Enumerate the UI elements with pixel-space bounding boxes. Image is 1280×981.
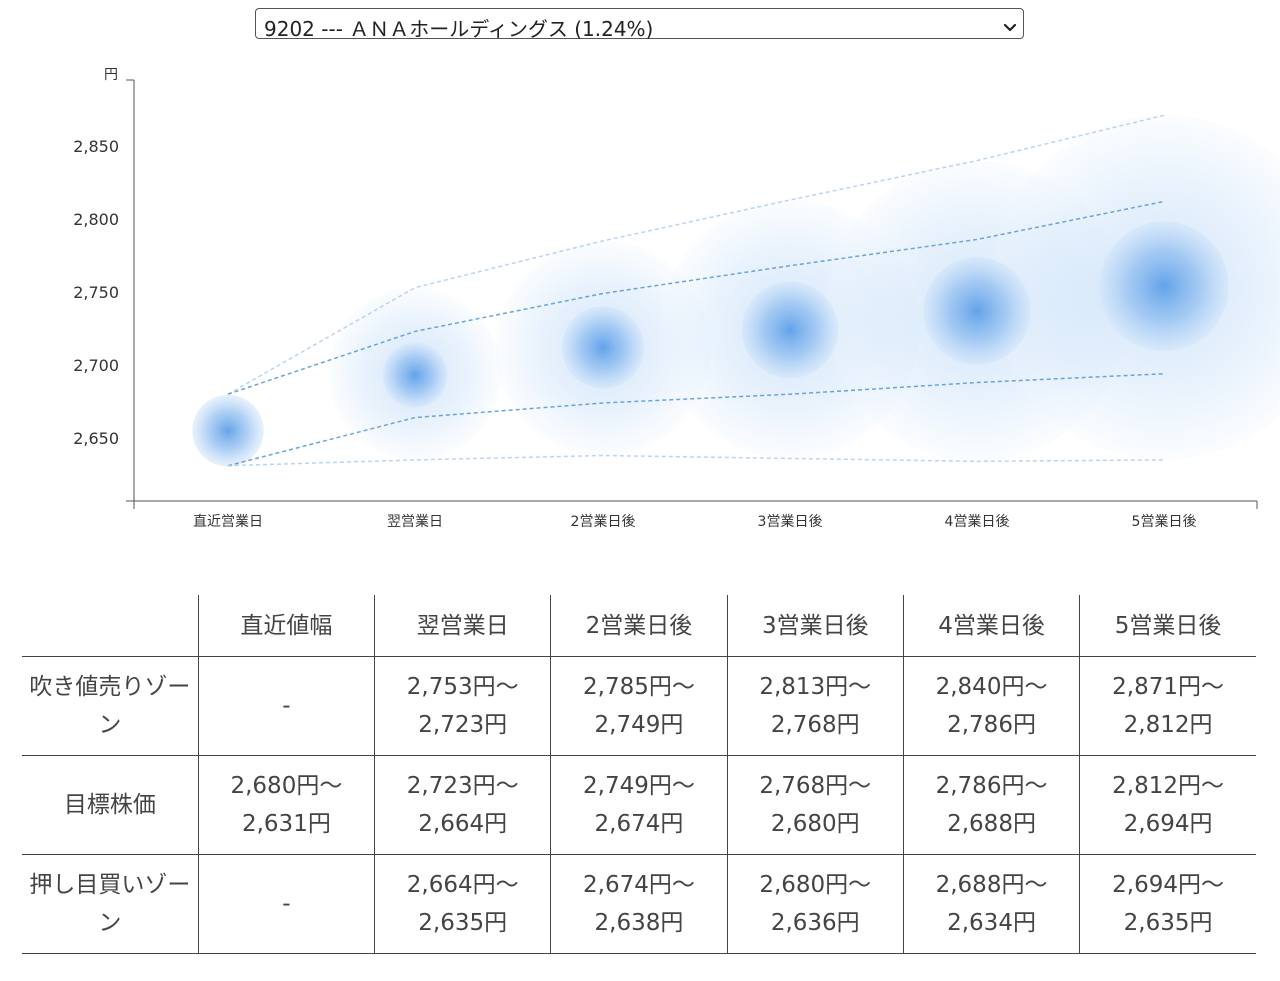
lower-target-line [227,373,1165,467]
table-cell: 2,723円〜 2,664円 [374,755,552,855]
cell-value: 2,768円〜 [759,773,872,799]
cell-value: 2,680円 [770,811,860,837]
table-cell: 2,871円〜 2,812円 [1079,656,1256,756]
table-cell: 2,688円〜 2,634円 [902,854,1081,954]
table-header: 直近値幅 [197,595,376,657]
forecast-table: 直近値幅 翌営業日 2営業日後 3営業日後 4営業日後 5営業日後 吹き値売りゾーン - 2,… [22,595,1256,954]
table-cell: - [197,854,376,954]
cell-value: 2,786円 [947,712,1036,738]
target-bubble [192,394,264,467]
table-cell: 2,813円〜 2,768円 [726,656,904,756]
table-cell: 2,786円〜 2,688円 [902,755,1081,855]
cell-value: 2,840円〜 [935,674,1048,700]
table-cell: 2,768円〜 2,680円 [726,755,904,855]
table-cell: - [197,656,376,756]
table-cell: 2,749円〜 2,674円 [550,755,728,855]
x-tick-label: 3営業日後 [758,514,823,530]
table-corner [22,595,199,657]
cell-value: 2,688円〜 [935,872,1048,898]
cell-value: 2,768円 [770,712,860,738]
cell-value: 2,634円 [947,910,1036,936]
y-tick-label: 2,700 [73,356,119,375]
cell-value: 2,635円 [1123,910,1213,936]
cell-value: 2,871円〜 [1112,674,1225,700]
table-header: 4営業日後 [902,595,1081,657]
table-header: 翌営業日 [374,595,552,657]
upper-target-line [227,200,1165,395]
x-tick-label: 翌営業日 [387,514,443,530]
cell-value: 2,664円 [418,811,508,837]
cell-value: - [282,891,291,917]
table-row: 押し目買いゾーン - 2,664円〜 2,635円 2,674円〜 2,638円 2,680… [22,854,1256,954]
cell-value: 2,786円〜 [935,773,1048,799]
table-cell: 2,753円〜 2,723円 [374,656,552,756]
table-row: 吹き値売りゾーン - 2,753円〜 2,723円 2,785円〜 2,749円 2,813… [22,656,1256,756]
table-row: 目標株価 2,680円〜 2,631円 2,723円〜 2,664円 2,749円〜 2,6… [22,755,1256,855]
cell-value: 2,638円 [594,910,684,936]
table-cell: 2,674円〜 2,638円 [550,854,728,954]
target-bubble [561,306,645,389]
cell-value: 2,749円 [594,712,684,738]
cell-value: 2,680円〜 [230,773,343,799]
x-tick-label: 2営業日後 [571,514,636,530]
table-cell: 2,664円〜 2,635円 [374,854,552,954]
y-tick-label: 2,650 [73,429,119,448]
cell-value: 2,688円 [947,811,1036,837]
y-tick-label: 2,750 [73,283,119,302]
cell-value: 2,813円〜 [759,674,872,700]
table-cell: 2,840円〜 2,786円 [902,656,1081,756]
x-tick-label: 5営業日後 [1132,514,1197,530]
table-header: 5営業日後 [1079,595,1256,657]
row-label: 目標株価 [22,755,199,855]
x-tick-label: 直近営業日 [193,513,263,530]
target-bubble [1099,221,1229,351]
stock-select-value: 9202 --- ＡＮＡホールディングス (1.24%) [264,17,654,41]
table-cell: 2,680円〜 2,631円 [197,755,376,855]
row-label: 押し目買いゾーン [22,854,199,954]
cell-value: 2,635円 [418,910,508,936]
upper-zone-line [227,114,1165,395]
row-label: 吹き値売りゾーン [22,656,199,756]
target-bubble [923,257,1031,365]
stock-select[interactable]: 9202 --- ＡＮＡホールディングス (1.24%) [255,8,1024,41]
cell-value: 2,694円 [1123,811,1213,837]
cell-value: 2,753円〜 [406,674,519,700]
cell-value: 2,674円〜 [583,872,695,898]
table-cell: 2,785円〜 2,749円 [550,656,728,756]
cell-value: 2,812円 [1123,712,1213,738]
cell-value: 2,631円 [241,811,331,837]
cell-value: 2,785円〜 [583,674,695,700]
cell-value: 2,674円 [594,811,684,837]
cell-value: - [282,693,291,719]
chevron-down-icon [1003,18,1017,37]
cell-value: 2,723円 [418,712,508,738]
table-cell: 2,694円〜 2,635円 [1079,854,1256,954]
cell-value: 2,723円〜 [406,773,519,799]
y-tick-label: 2,800 [73,210,119,229]
target-bubble [382,342,448,408]
forecast-chart: 円 2,650 2,700 2,750 2,800 2,850 直近営業日 翌営業日 2営業日後… [73,67,1280,530]
cell-value: 2,812円〜 [1112,773,1225,799]
cell-value: 2,664円〜 [406,872,519,898]
lower-zone-line [227,454,1165,467]
table-header: 3営業日後 [726,595,904,657]
table-header: 2営業日後 [550,595,728,657]
table-cell: 2,680円〜 2,636円 [726,854,904,954]
cell-value: 2,694円〜 [1112,872,1225,898]
cell-value: 2,749円〜 [583,773,695,799]
y-tick-label: 2,850 [73,137,119,156]
table-cell: 2,812円〜 2,694円 [1079,755,1256,855]
cell-value: 2,636円 [770,910,860,936]
target-bubble [741,281,839,379]
y-axis-unit: 円 [104,67,118,83]
cell-value: 2,680円〜 [759,872,872,898]
x-tick-label: 4営業日後 [945,514,1010,530]
